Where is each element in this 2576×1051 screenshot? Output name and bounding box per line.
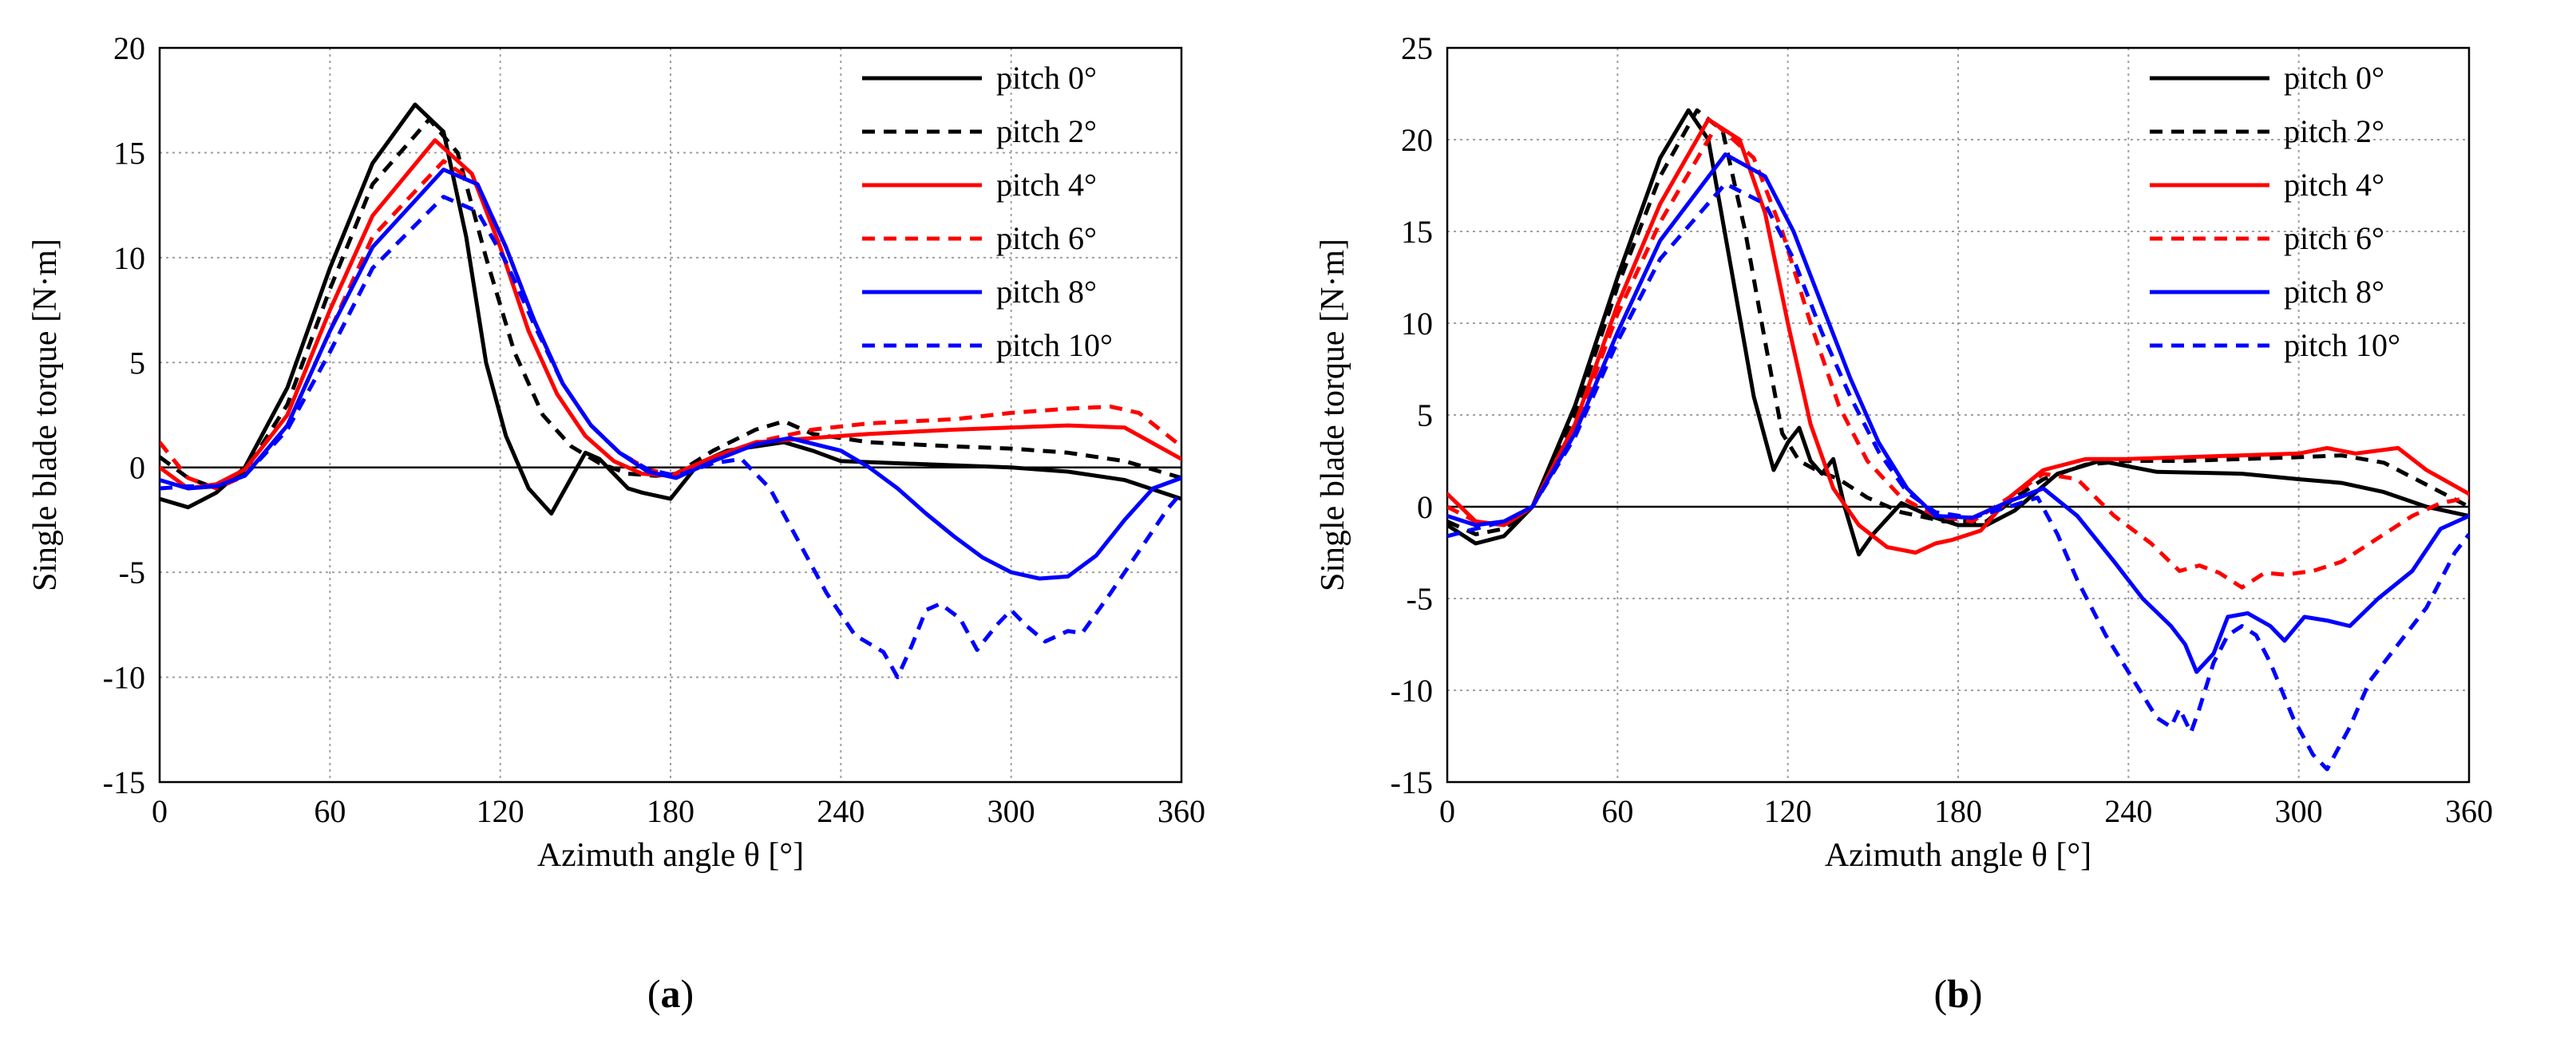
plot-area-border <box>1446 46 2471 784</box>
y-tick-label: -10 <box>1391 673 1433 709</box>
x-tick-label: 300 <box>2275 793 2323 829</box>
x-tick-label: 60 <box>1601 793 1633 829</box>
series-group <box>160 102 1181 680</box>
series-line-0 <box>1447 108 2469 557</box>
panel-letter: a <box>661 971 681 1016</box>
y-tick-label: 15 <box>1401 214 1433 250</box>
legend-label: pitch 0° <box>996 60 1097 96</box>
y-tick-label: 5 <box>1417 397 1433 433</box>
y-tick-label: 10 <box>1401 306 1433 342</box>
series-line-2 <box>1447 117 2469 555</box>
panel-label: (b) <box>1933 971 1982 1016</box>
series-line-5 <box>160 195 1181 680</box>
legend-label: pitch 2° <box>996 113 1097 149</box>
x-tick-label: 0 <box>152 793 168 829</box>
grid <box>1447 48 2469 782</box>
x-tick-label: 120 <box>1764 793 1812 829</box>
y-tick-label: 20 <box>113 30 145 66</box>
x-tick-label: 360 <box>2445 793 2493 829</box>
series-line-3 <box>1447 123 2469 590</box>
y-axis-label: Single blade torque [N·m] <box>27 239 64 591</box>
chart-svg-b: 0 60 120 180 240 300 360 -15 -10 -5 0 5 10 15 20 25 Azim… <box>1315 30 2493 1016</box>
x-tick-label: 240 <box>2104 793 2152 829</box>
series-line-4 <box>1447 152 2469 674</box>
legend-label: pitch 8° <box>996 274 1097 310</box>
y-tick-label: 10 <box>113 240 145 276</box>
series-line-5 <box>1447 181 2469 772</box>
y-tick-label: 20 <box>1401 122 1433 158</box>
y-tick-label: -5 <box>119 555 145 591</box>
legend-label: pitch 4° <box>2284 167 2384 203</box>
legend: pitch 0° pitch 2° pitch 4° pitch 6° pitch 8°… <box>2150 60 2400 363</box>
legend-label: pitch 6° <box>2284 220 2384 256</box>
legend-label: pitch 10° <box>996 327 1113 363</box>
y-tick-label: -10 <box>103 660 145 696</box>
y-tick-label: 0 <box>129 450 145 486</box>
series-line-2 <box>160 138 1181 491</box>
y-tick-label: -5 <box>1407 581 1433 617</box>
y-tick-label: -15 <box>1391 765 1433 800</box>
x-tick-label: 240 <box>817 793 865 829</box>
x-tick-label: 60 <box>314 793 346 829</box>
legend-label: pitch 8° <box>2284 274 2384 310</box>
legend: pitch 0° pitch 2° pitch 4° pitch 6° pitch 8°… <box>862 60 1113 363</box>
x-tick-label: 0 <box>1439 793 1455 829</box>
series-line-4 <box>160 168 1181 581</box>
legend-label: pitch 2° <box>2284 113 2384 149</box>
grid <box>160 48 1181 782</box>
y-tick-label: 25 <box>1401 30 1433 66</box>
series-line-1 <box>160 117 1181 491</box>
chart-panel-a: 0 60 120 180 240 300 360 -15 -10 -5 0 5 10 15 20 Azimut… <box>27 30 1205 1016</box>
x-tick-label: 300 <box>987 793 1035 829</box>
y-tick-label: -15 <box>103 765 145 800</box>
legend-label: pitch 4° <box>996 167 1097 203</box>
chart-svg-a: 0 60 120 180 240 300 360 -15 -10 -5 0 5 10 15 20 Azimut… <box>27 30 1205 1016</box>
panel-letter: b <box>1947 971 1969 1016</box>
series-line-0 <box>160 102 1181 516</box>
x-tick-label: 180 <box>647 793 694 829</box>
x-tick-label: 180 <box>1934 793 1982 829</box>
x-axis-label: Azimuth angle θ [°] <box>1825 837 2091 874</box>
legend-label: pitch 0° <box>2284 60 2384 96</box>
y-axis-label: Single blade torque [N·m] <box>1315 239 1351 591</box>
plot-area-border <box>158 46 1183 784</box>
x-tick-label: 120 <box>477 793 524 829</box>
legend-label: pitch 6° <box>996 220 1097 256</box>
y-tick-label: 15 <box>113 135 145 171</box>
panel-label: (a) <box>647 971 694 1016</box>
legend-label: pitch 10° <box>2284 327 2400 363</box>
x-tick-label: 360 <box>1157 793 1205 829</box>
y-tick-label: 5 <box>129 345 145 381</box>
series-group <box>1447 108 2469 772</box>
y-tick-label: 0 <box>1417 489 1433 525</box>
x-axis-label: Azimuth angle θ [°] <box>537 837 804 874</box>
series-line-1 <box>1447 108 2469 536</box>
chart-panel-b: 0 60 120 180 240 300 360 -15 -10 -5 0 5 10 15 20 25 Azim… <box>1288 0 2575 1051</box>
